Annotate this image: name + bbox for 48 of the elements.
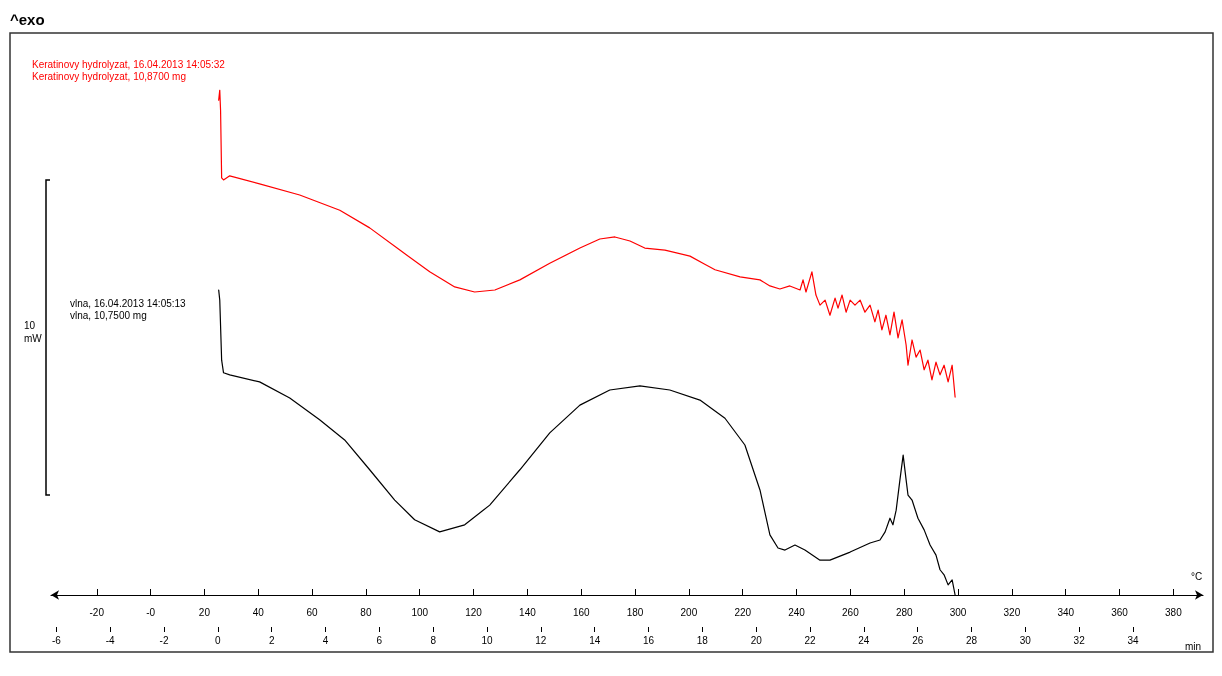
x2-axis-title: min <box>1185 640 1202 652</box>
x-tick-label: 80 <box>360 606 372 618</box>
x-tick-label: 180 <box>626 606 644 618</box>
x-tick-label: 200 <box>680 606 698 618</box>
x-tick-label: -20 <box>89 606 105 618</box>
x2-tick-label: 18 <box>696 634 709 646</box>
x-tick-label: 140 <box>519 606 537 618</box>
x2-tick-label: 16 <box>642 634 655 646</box>
x2-tick-label: 30 <box>1019 634 1032 646</box>
x2-tick-label: -4 <box>105 634 116 646</box>
x2-tick-label: 24 <box>858 634 870 646</box>
x2-tick-label: 14 <box>589 634 601 646</box>
x-tick-label: -0 <box>146 606 156 618</box>
x-tick-label: 220 <box>734 606 752 618</box>
x2-tick-label: -6 <box>51 634 62 646</box>
text: vlna, 16.04.2013 14:05:13 vlna, 10,7500 mg <box>70 297 187 321</box>
y-axis-title: 10 mW <box>24 320 43 344</box>
x2-tick-label: 22 <box>804 634 817 646</box>
chart-title: ^exo <box>10 11 45 28</box>
x2-tick-label: 26 <box>912 634 924 646</box>
x2-tick-label: 34 <box>1127 634 1140 646</box>
x-tick-label: 100 <box>411 606 429 618</box>
x2-tick-label: 4 <box>322 634 329 646</box>
x2-tick-label: 8 <box>430 634 437 646</box>
x2-tick-label: 10 <box>481 634 494 646</box>
x2-tick-label: 6 <box>376 634 383 646</box>
x2-tick-label: 2 <box>268 634 275 646</box>
x-tick-label: 340 <box>1057 606 1075 618</box>
x-tick-label: 300 <box>949 606 967 618</box>
x2-tick-label: -2 <box>159 634 169 646</box>
x2-tick-label: 12 <box>535 634 547 646</box>
x-tick-label: 40 <box>252 606 265 618</box>
x-tick-label: 60 <box>306 606 319 618</box>
x-tick-label: 320 <box>1003 606 1021 618</box>
x-tick-label: 120 <box>465 606 483 618</box>
x-axis-title: °C <box>1191 570 1203 582</box>
x2-tick-label: 28 <box>965 634 978 646</box>
x-tick-label: 280 <box>895 606 914 618</box>
x-tick-label: 380 <box>1165 606 1183 618</box>
series-label: Keratinovy hydrolyzat, 16.04.2013 14:05:32 Keratinovy hydrolyzat, 10,8700 mg <box>32 58 226 82</box>
x-tick-label: 360 <box>1111 606 1129 618</box>
x2-tick-label: 0 <box>215 634 222 646</box>
x2-tick-label: 32 <box>1073 634 1086 646</box>
x2-tick-label: 20 <box>750 634 763 646</box>
x-tick-label: 260 <box>842 606 860 618</box>
x-tick-label: 160 <box>572 606 591 618</box>
x-tick-label: 240 <box>788 606 806 618</box>
x-tick-label: 20 <box>198 606 211 618</box>
